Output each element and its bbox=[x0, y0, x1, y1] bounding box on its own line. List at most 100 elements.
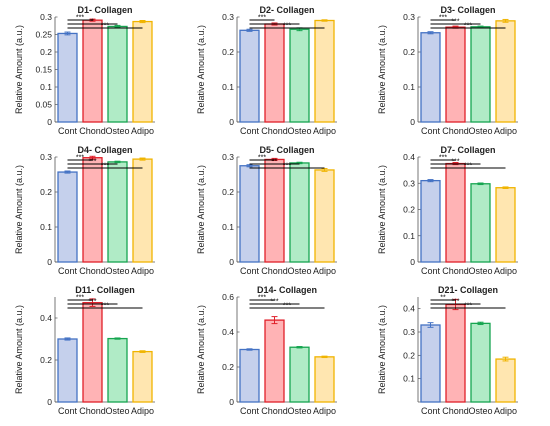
bar bbox=[132, 158, 153, 263]
y-tick-label: 0.3 bbox=[40, 12, 52, 22]
y-axis-label: Relative Amount (a.u.) bbox=[377, 165, 387, 254]
x-tick-label: Osteo bbox=[468, 266, 492, 276]
significance-label: *** bbox=[283, 162, 291, 169]
x-tick-label: Osteo bbox=[468, 126, 492, 136]
y-axis-label: Relative Amount (a.u.) bbox=[377, 305, 387, 394]
bar bbox=[495, 187, 516, 263]
bar bbox=[445, 303, 466, 403]
y-tick-label: 0.2 bbox=[222, 187, 234, 197]
bar bbox=[495, 358, 516, 403]
significance-label: *** bbox=[464, 302, 472, 309]
y-tick-label: 0.25 bbox=[35, 30, 52, 40]
chart-5: 0 0.1 0.2 0.3 Relative Amount (a.u.) D5- Coll… bbox=[196, 145, 337, 276]
x-tick-label: Chond bbox=[261, 126, 288, 136]
bar bbox=[289, 346, 310, 403]
bar bbox=[470, 26, 491, 123]
bar bbox=[445, 162, 466, 263]
significance-label: *** bbox=[283, 302, 291, 309]
y-tick-label: 0.05 bbox=[35, 100, 52, 110]
x-tick-label: Chond bbox=[79, 406, 106, 416]
y-tick-label: 0.1 bbox=[403, 374, 415, 384]
x-tick-label: Cont bbox=[58, 126, 78, 136]
y-tick-label: 0 bbox=[229, 257, 234, 267]
y-tick-label: 0.3 bbox=[222, 12, 234, 22]
significance-label: *** bbox=[88, 158, 96, 165]
y-tick-label: 0.4 bbox=[403, 152, 415, 162]
significance-label: *** bbox=[101, 162, 109, 169]
y-axis-label: Relative Amount (a.u.) bbox=[14, 25, 24, 114]
x-tick-label: Adipo bbox=[313, 406, 336, 416]
x-tick-label: Osteo bbox=[105, 406, 129, 416]
significance-label: * bbox=[91, 18, 94, 25]
y-tick-label: 0.3 bbox=[403, 178, 415, 188]
significance-label: *** bbox=[76, 294, 84, 301]
bar bbox=[314, 356, 335, 403]
y-tick-label: 0.1 bbox=[403, 231, 415, 241]
bar bbox=[420, 32, 441, 123]
chart-3: 0 0.1 0.2 0.3 Relative Amount (a.u.) D3- Coll… bbox=[377, 5, 518, 136]
significance-label: *** bbox=[451, 18, 459, 25]
x-tick-label: Cont bbox=[421, 266, 441, 276]
significance-label: *** bbox=[258, 154, 266, 161]
y-tick-label: 0 bbox=[410, 117, 415, 127]
bar bbox=[264, 158, 285, 263]
bar bbox=[239, 165, 260, 263]
bar bbox=[470, 183, 491, 263]
chart-2: 0 0.1 0.2 0.3 Relative Amount (a.u.) D2- Coll… bbox=[196, 5, 337, 136]
y-tick-label: 0 bbox=[229, 117, 234, 127]
bar bbox=[445, 26, 466, 123]
x-tick-label: Osteo bbox=[287, 266, 311, 276]
x-tick-label: Adipo bbox=[313, 266, 336, 276]
x-tick-label: Cont bbox=[240, 406, 260, 416]
x-tick-label: Adipo bbox=[313, 126, 336, 136]
significance-label: *** bbox=[451, 158, 459, 165]
y-tick-label: 0.4 bbox=[222, 327, 234, 337]
chart-title: D14- Collagen bbox=[257, 285, 317, 295]
significance-label: *** bbox=[464, 22, 472, 29]
significance-label: *** bbox=[464, 162, 472, 169]
x-tick-label: Chond bbox=[79, 266, 106, 276]
x-tick-label: Adipo bbox=[494, 266, 517, 276]
y-axis-label: Relative Amount (a.u.) bbox=[14, 305, 24, 394]
significance-label: *** bbox=[258, 14, 266, 21]
bar bbox=[107, 25, 128, 123]
x-tick-label: Adipo bbox=[131, 266, 154, 276]
chart-7: 0 0.2 0.4 Relative Amount (a.u.) D11- Collag… bbox=[14, 285, 155, 416]
y-tick-label: 0 bbox=[410, 257, 415, 267]
y-tick-label: 0.1 bbox=[40, 82, 52, 92]
y-axis-label: Relative Amount (a.u.) bbox=[196, 165, 206, 254]
chart-title: D11- Collagen bbox=[75, 285, 135, 295]
bar bbox=[264, 319, 285, 403]
y-tick-label: 0.3 bbox=[403, 12, 415, 22]
bar bbox=[314, 19, 335, 123]
y-tick-label: 0.3 bbox=[40, 152, 52, 162]
x-tick-label: Chond bbox=[261, 266, 288, 276]
x-tick-label: Chond bbox=[442, 406, 469, 416]
y-tick-label: 0.2 bbox=[403, 47, 415, 57]
bar bbox=[107, 161, 128, 263]
x-tick-label: Osteo bbox=[105, 126, 129, 136]
y-tick-label: 0.2 bbox=[40, 187, 52, 197]
bar bbox=[264, 23, 285, 123]
x-tick-label: Adipo bbox=[494, 406, 517, 416]
x-tick-label: Cont bbox=[58, 406, 78, 416]
chart-8: 0 0.2 0.4 0.6 Relative Amount (a.u.) D14- Col… bbox=[196, 285, 337, 416]
chart-6: 0 0.1 0.2 0.3 0.4 Relative Amount (a.u.) D7- C… bbox=[377, 145, 518, 276]
x-tick-label: Adipo bbox=[131, 406, 154, 416]
chart-title: D21- Collagen bbox=[438, 285, 498, 295]
significance-label: *** bbox=[439, 154, 447, 161]
y-axis-label: Relative Amount (a.u.) bbox=[196, 25, 206, 114]
bar bbox=[289, 28, 310, 123]
bar bbox=[107, 337, 128, 403]
bar bbox=[495, 20, 516, 123]
y-tick-label: 0.2 bbox=[222, 362, 234, 372]
significance-label: *** bbox=[76, 14, 84, 21]
x-tick-label: Cont bbox=[421, 406, 441, 416]
y-tick-label: 0.3 bbox=[403, 327, 415, 337]
bar bbox=[420, 324, 441, 403]
chart-9: 0.1 0.2 0.3 0.4 Relative Amount (a.u.) D21- C… bbox=[377, 285, 518, 416]
chart-title: D5- Collagen bbox=[259, 145, 314, 155]
y-tick-label: 0.4 bbox=[40, 313, 52, 323]
